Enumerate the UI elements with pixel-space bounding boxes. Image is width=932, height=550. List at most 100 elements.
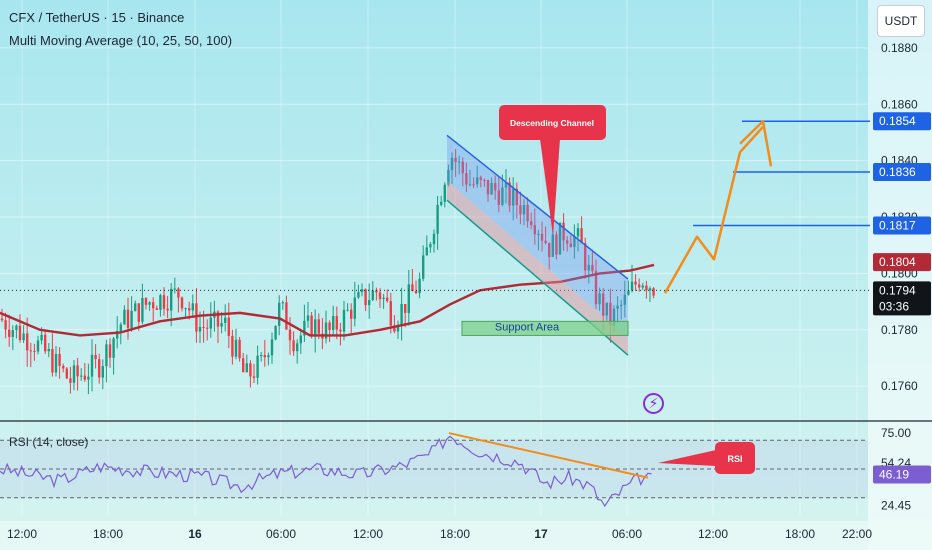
candle-body <box>472 184 475 186</box>
candle-body <box>234 339 238 357</box>
candle-body <box>335 315 338 330</box>
candle-body <box>652 288 655 296</box>
rsi-callout: RSI <box>658 442 755 474</box>
time-tick-label: 17 <box>534 527 548 541</box>
candle-body <box>270 339 274 356</box>
candle-body <box>227 317 230 336</box>
candle-body <box>0 318 4 321</box>
candle-body <box>29 350 32 352</box>
candle-body <box>494 182 497 191</box>
price-badge <box>873 112 931 131</box>
candle-body <box>375 290 378 293</box>
channel-upper-fill <box>447 135 628 339</box>
candle-body <box>242 358 245 373</box>
currency-button[interactable]: USDT <box>877 5 925 37</box>
candle-body <box>22 333 25 341</box>
candle-body <box>591 264 594 272</box>
candle-body <box>562 222 565 241</box>
candle-body <box>58 353 61 366</box>
candle-body <box>530 221 533 226</box>
time-tick-label: 06:00 <box>612 527 642 541</box>
candle-body <box>144 298 148 305</box>
candle-body <box>468 184 472 186</box>
candle-body <box>497 190 500 205</box>
candle-body <box>152 302 155 309</box>
candle-body <box>198 327 202 332</box>
candle-body <box>238 339 241 359</box>
candles-group <box>0 149 655 395</box>
candle-body <box>98 359 101 378</box>
candle-body <box>512 188 515 206</box>
rsi-tick-label: 24.45 <box>881 499 911 513</box>
time-axis-panel <box>0 521 868 550</box>
candle-body <box>252 376 256 378</box>
candle-body <box>162 295 166 309</box>
candle-body <box>548 242 551 257</box>
candle-body <box>393 325 396 332</box>
candle-body <box>418 278 421 294</box>
candle-body <box>54 353 58 373</box>
candle-body <box>202 327 205 329</box>
candle-body <box>368 300 371 306</box>
candle-body <box>116 330 119 339</box>
support-area-box <box>461 320 629 336</box>
price-tick-label: 0.1760 <box>881 379 918 393</box>
candle-body <box>209 317 212 329</box>
candle-body <box>360 289 364 293</box>
candle-body <box>551 234 554 257</box>
candle-body <box>508 182 511 206</box>
candle-body <box>407 284 410 313</box>
candle-body <box>134 303 137 311</box>
candle-body <box>191 303 194 311</box>
candle-body <box>436 204 439 234</box>
candle-body <box>594 271 598 305</box>
candle-body <box>94 354 97 360</box>
candle-body <box>87 376 90 380</box>
candle-body <box>440 201 443 205</box>
price-badge-label: 0.1804 <box>879 255 916 269</box>
time-tick-label: 16 <box>188 527 202 541</box>
candle-body <box>555 234 558 255</box>
price-tick-label: 0.1880 <box>881 41 918 55</box>
candle-body <box>90 354 94 377</box>
candle-body <box>339 329 342 332</box>
candle-body <box>382 297 385 300</box>
candle-body <box>44 334 47 352</box>
candle-body <box>260 354 263 356</box>
candle-body <box>76 365 79 377</box>
lightning-bolt-icon[interactable]: ⚡︎ <box>643 393 664 414</box>
candle-body <box>515 188 518 206</box>
candle-body <box>40 334 43 341</box>
candle-body <box>458 161 461 163</box>
candle-body <box>429 244 432 248</box>
candle-body <box>274 325 277 340</box>
candle-body <box>357 292 360 298</box>
candle-body <box>141 298 144 322</box>
candle-body <box>447 170 450 185</box>
candle-body <box>587 264 590 271</box>
candle-body <box>443 184 446 202</box>
candle-body <box>400 304 403 326</box>
indicator-title: Multi Moving Average (10, 25, 50, 100) <box>9 33 233 48</box>
candle-body <box>148 302 151 305</box>
candle-body <box>231 335 234 357</box>
candle-body <box>483 179 486 181</box>
candle-body <box>454 157 457 163</box>
candle-body <box>584 243 587 271</box>
time-tick-label: 06:00 <box>266 527 296 541</box>
candle-body <box>263 354 266 358</box>
time-tick-label: 18:00 <box>440 527 470 541</box>
candle-body <box>281 302 284 304</box>
candle-body <box>558 222 562 255</box>
projection-arrowhead <box>739 119 773 167</box>
candle-body <box>15 325 18 331</box>
candle-body <box>119 324 122 331</box>
candle-body <box>36 340 40 352</box>
candle-body <box>346 309 349 311</box>
candle-body <box>350 309 353 319</box>
projection-path <box>663 119 773 294</box>
price-badge-label: 0.1817 <box>879 219 916 233</box>
candle-body <box>170 288 173 311</box>
candle-body <box>411 284 414 292</box>
